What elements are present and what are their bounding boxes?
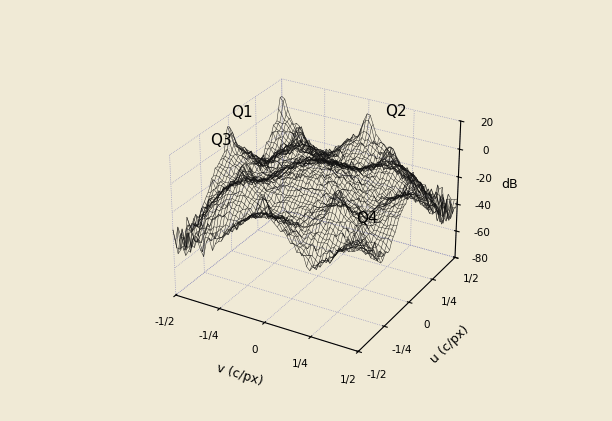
X-axis label: v (c/px): v (c/px) [215,362,264,389]
Y-axis label: u (c/px): u (c/px) [428,323,471,366]
